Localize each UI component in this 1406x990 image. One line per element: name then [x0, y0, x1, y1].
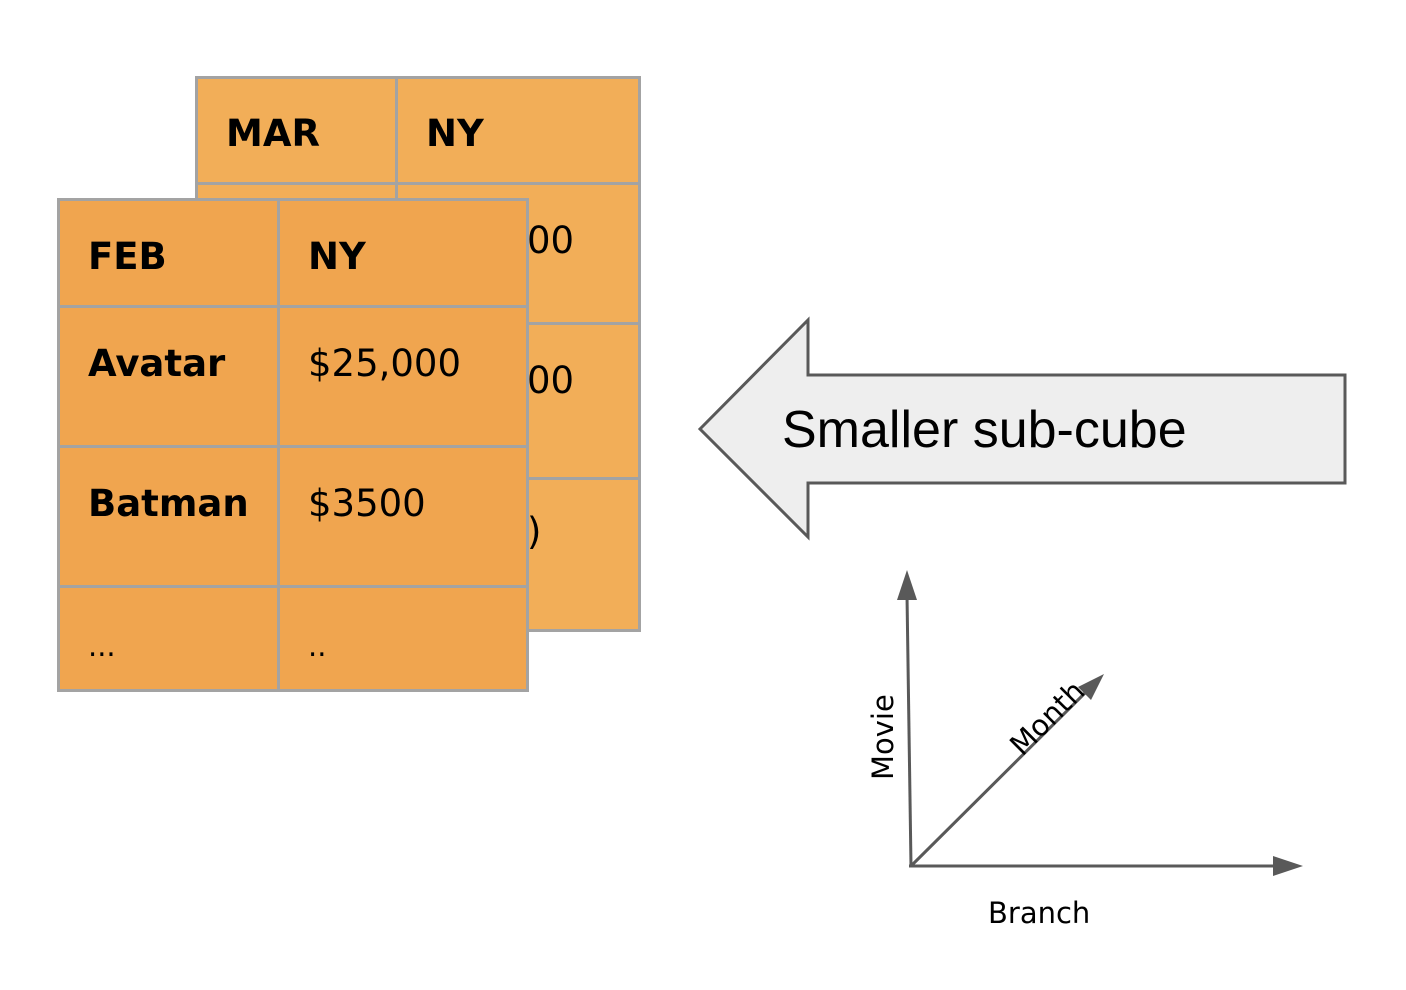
row-movie-cell: ... — [57, 585, 280, 692]
month-axis-line — [909, 688, 1090, 868]
back-value: ) — [527, 510, 542, 553]
back-value: 00 — [527, 359, 575, 402]
movie-axis-label: Movie — [866, 694, 900, 780]
back-value: 00 — [527, 219, 575, 262]
row-value-cell: .. — [277, 585, 529, 692]
movie-axis-line — [905, 594, 913, 867]
month-axis-arrowhead — [1078, 674, 1104, 700]
branch-axis-arrowhead — [1273, 856, 1303, 876]
left-arrow-shape — [697, 316, 1347, 541]
row-value-cell: $25,000 — [277, 305, 529, 448]
row-movie-cell: Avatar — [57, 305, 280, 448]
branch-axis-label: Branch — [988, 896, 1091, 930]
arrow-label: Smaller sub-cube — [782, 401, 1187, 459]
movie-axis-arrowhead — [897, 570, 917, 600]
row-movie-cell: Batman — [57, 445, 280, 588]
back-header-month: MAR — [195, 76, 398, 185]
